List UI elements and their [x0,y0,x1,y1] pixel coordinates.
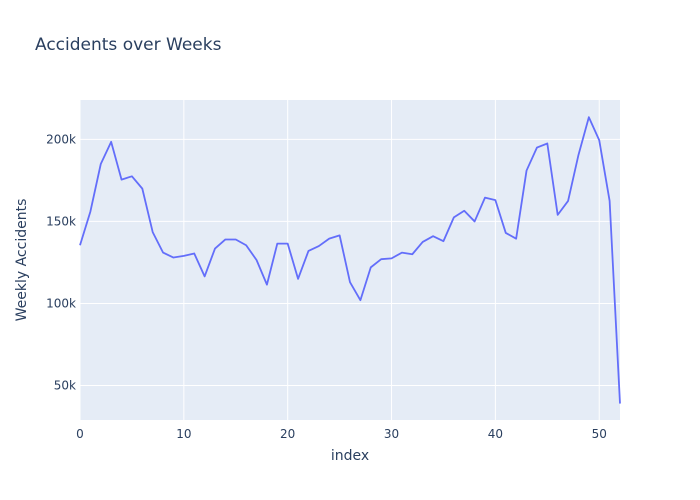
series-layer [79,116,621,404]
y-axis: 50k 100k 150k 200k [46,132,76,392]
x-axis-title: index [331,448,369,464]
y-axis-title: Weekly Accidents [14,199,30,322]
chart-title: Accidents over Weeks [35,35,222,55]
series-line [79,116,621,404]
x-tick-label: 50 [592,427,607,441]
y-tick-label: 200k [46,132,76,146]
plot-area [80,100,620,420]
y-tick-label: 50k [54,379,76,393]
x-tick-label: 10 [176,427,191,441]
x-tick-label: 40 [488,427,503,441]
grid [79,100,620,420]
y-tick-label: 100k [46,296,76,310]
x-tick-label: 20 [280,427,295,441]
x-tick-label: 30 [384,427,399,441]
x-axis: 0 10 20 30 40 50 [76,427,607,441]
x-tick-label: 0 [76,427,84,441]
y-tick-label: 150k [46,214,76,228]
